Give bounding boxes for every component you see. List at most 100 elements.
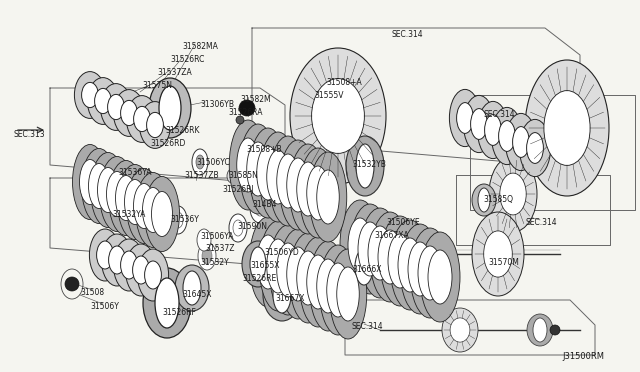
Ellipse shape [470,109,488,140]
Text: 31582MA: 31582MA [182,42,218,51]
Ellipse shape [348,218,372,272]
Ellipse shape [327,263,349,317]
Text: SEC.313: SEC.313 [14,130,45,139]
Ellipse shape [276,154,300,208]
Ellipse shape [307,255,329,309]
Ellipse shape [145,176,179,251]
Text: SEC.314: SEC.314 [526,218,557,227]
Ellipse shape [477,102,509,158]
Ellipse shape [227,169,237,183]
Ellipse shape [484,231,512,277]
Text: 31506YD: 31506YD [264,248,299,257]
Ellipse shape [356,144,374,188]
Ellipse shape [198,242,216,270]
Circle shape [550,325,560,335]
Text: 31585Q: 31585Q [483,195,513,204]
Ellipse shape [155,278,179,328]
Ellipse shape [263,269,301,321]
Ellipse shape [140,102,171,148]
Ellipse shape [197,229,211,251]
Ellipse shape [169,206,187,234]
Ellipse shape [74,71,106,118]
Ellipse shape [279,140,317,230]
Ellipse shape [527,132,543,163]
Ellipse shape [398,238,422,292]
Ellipse shape [478,188,490,212]
Text: 31526RF: 31526RF [162,308,196,317]
Ellipse shape [136,173,170,247]
Ellipse shape [259,132,297,222]
Ellipse shape [368,226,392,280]
Ellipse shape [99,157,134,231]
Ellipse shape [300,148,337,238]
Ellipse shape [289,144,327,234]
Ellipse shape [72,144,108,219]
Text: 31532YA: 31532YA [112,210,145,219]
Text: 31645X: 31645X [182,290,211,299]
Ellipse shape [120,251,138,279]
Ellipse shape [297,162,319,216]
Ellipse shape [196,155,204,169]
Ellipse shape [106,171,127,217]
Ellipse shape [410,228,450,318]
Text: SEC.314: SEC.314 [484,110,516,119]
Ellipse shape [249,217,287,307]
Ellipse shape [275,283,289,307]
Ellipse shape [267,150,289,204]
Ellipse shape [229,214,247,242]
Text: 31532YB: 31532YB [352,160,386,169]
Ellipse shape [120,100,138,126]
Ellipse shape [90,153,125,228]
Circle shape [239,100,255,116]
Ellipse shape [269,225,307,315]
Ellipse shape [346,136,384,196]
Ellipse shape [307,166,329,220]
Ellipse shape [520,119,550,177]
Text: 31506YE: 31506YE [386,218,420,227]
Ellipse shape [237,138,259,192]
Text: 31508: 31508 [80,288,104,297]
Ellipse shape [337,267,359,321]
Ellipse shape [97,241,113,269]
Ellipse shape [420,232,460,322]
Ellipse shape [134,106,150,132]
Ellipse shape [360,208,400,298]
Ellipse shape [527,314,553,346]
Text: 31667XA: 31667XA [374,231,409,240]
Ellipse shape [81,148,116,224]
Text: 31537ZB: 31537ZB [184,171,219,180]
Ellipse shape [544,91,590,166]
Circle shape [236,116,244,124]
Ellipse shape [309,241,347,331]
Text: 31506Y: 31506Y [90,302,119,311]
Ellipse shape [249,128,287,218]
Ellipse shape [145,261,161,289]
Ellipse shape [273,277,291,313]
Ellipse shape [147,112,163,138]
Text: SEC.314: SEC.314 [352,322,383,331]
Ellipse shape [472,212,524,296]
Text: 31526RE: 31526RE [242,274,276,283]
Ellipse shape [300,237,337,327]
Ellipse shape [239,124,276,214]
Ellipse shape [97,167,118,212]
Ellipse shape [82,83,99,108]
Ellipse shape [100,84,132,131]
Text: 31575N: 31575N [142,81,172,90]
Text: 31508+B: 31508+B [246,145,282,154]
Ellipse shape [173,212,183,228]
Text: SEC.314: SEC.314 [392,30,424,39]
Ellipse shape [175,265,209,311]
Ellipse shape [345,241,383,293]
Ellipse shape [287,247,309,301]
Ellipse shape [159,86,181,130]
Ellipse shape [442,308,478,352]
Ellipse shape [513,126,529,157]
Ellipse shape [450,318,470,342]
Text: 31585N: 31585N [228,171,258,180]
Ellipse shape [358,222,382,276]
Text: 314B4: 314B4 [252,200,276,209]
Ellipse shape [88,78,118,124]
Ellipse shape [489,156,537,232]
Ellipse shape [250,247,266,281]
